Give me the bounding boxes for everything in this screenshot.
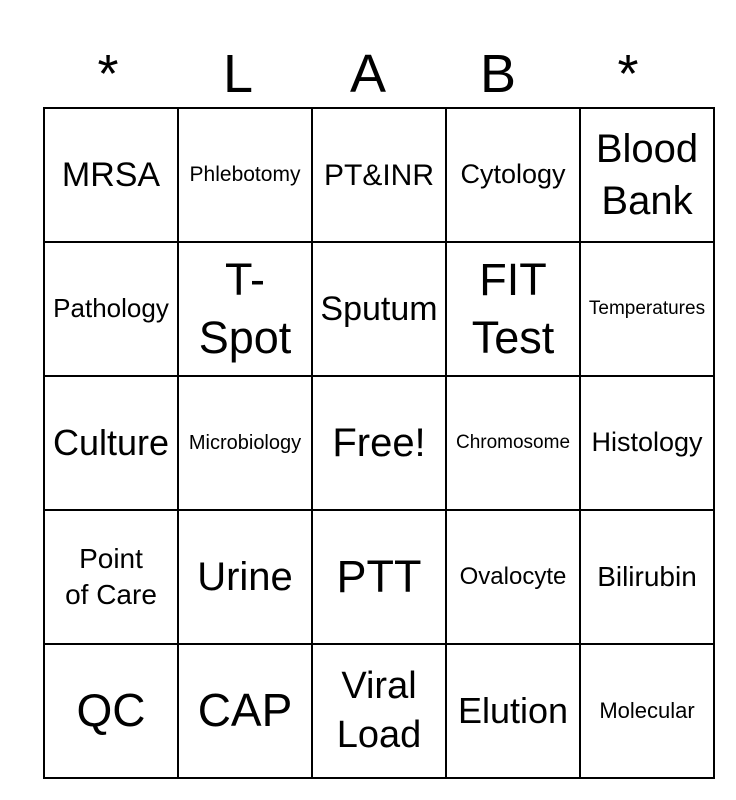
bingo-cell[interactable]: Molecular — [579, 643, 715, 779]
cell-label: Molecular — [599, 697, 695, 723]
cell-label: Pathology — [53, 293, 169, 324]
cell-label: T-Spot — [198, 253, 292, 364]
bingo-cell[interactable]: Pathology — [43, 241, 179, 377]
cell-label: Cytology — [460, 159, 566, 190]
bingo-row: Pathology T-Spot Sputum FIT Test Tempera… — [43, 241, 715, 377]
cell-label: Microbiology — [188, 432, 302, 454]
cell-label: QC — [76, 684, 146, 737]
cell-label: Sputum — [320, 289, 438, 328]
bingo-cell[interactable]: T-Spot — [177, 241, 313, 377]
cell-label: Urine — [197, 555, 293, 599]
bingo-cell[interactable]: MRSA — [43, 107, 179, 243]
bingo-cell[interactable]: Ovalocyte — [445, 509, 581, 645]
cell-label: Point of Care — [65, 542, 157, 610]
cell-label: PTT — [336, 550, 422, 602]
bingo-cell[interactable]: Elution — [445, 643, 581, 779]
bingo-cell[interactable]: Microbiology — [177, 375, 313, 511]
bingo-row: MRSA Phlebotomy PT&INR Cytology Blood Ba… — [43, 107, 715, 243]
bingo-cell[interactable]: PT&INR — [311, 107, 447, 243]
bingo-cell[interactable]: Culture — [43, 375, 179, 511]
cell-label: Chromosome — [455, 431, 571, 453]
free-space-cell[interactable]: Free! — [311, 375, 447, 511]
cell-label: Culture — [52, 421, 170, 463]
bingo-cell[interactable]: CAP — [177, 643, 313, 779]
bingo-row: QC CAP Viral Load Elution Molecular — [43, 643, 715, 779]
cell-label: Bilirubin — [597, 560, 697, 592]
bingo-row: Culture Microbiology Free! Chromosome Hi… — [43, 375, 715, 511]
cell-label: Histology — [591, 427, 703, 458]
title-star-left: * — [97, 44, 119, 104]
title-letter-a: A — [349, 44, 387, 104]
cell-label: Elution — [457, 689, 569, 731]
bingo-cell[interactable]: Chromosome — [445, 375, 581, 511]
cell-label: FIT Test — [471, 253, 555, 364]
cell-label: Temperatures — [588, 297, 706, 319]
title-letter-b: B — [479, 44, 517, 104]
bingo-cell[interactable]: PTT — [311, 509, 447, 645]
bingo-cell[interactable]: FIT Test — [445, 241, 581, 377]
bingo-cell[interactable]: Phlebotomy — [177, 107, 313, 243]
cell-label: Free! — [332, 421, 426, 465]
cell-label: CAP — [197, 684, 293, 737]
bingo-grid: MRSA Phlebotomy PT&INR Cytology Blood Ba… — [43, 107, 715, 779]
cell-label: MRSA — [61, 155, 161, 194]
bingo-card: * L A B * MRSA Phlebotomy PT&INR Cytolog… — [43, 0, 715, 779]
bingo-cell[interactable]: Blood Bank — [579, 107, 715, 243]
cell-label: Blood Bank — [595, 127, 699, 223]
cell-label: Phlebotomy — [189, 163, 301, 187]
bingo-cell[interactable]: Viral Load — [311, 643, 447, 779]
bingo-cell[interactable]: Temperatures — [579, 241, 715, 377]
cell-label: Viral Load — [336, 664, 422, 756]
card-title: * L A B * — [43, 0, 693, 107]
bingo-cell[interactable]: QC — [43, 643, 179, 779]
bingo-cell[interactable]: Histology — [579, 375, 715, 511]
cell-label: PT&INR — [323, 158, 434, 192]
title-star-right: * — [617, 44, 639, 104]
bingo-cell[interactable]: Cytology — [445, 107, 581, 243]
bingo-cell[interactable]: Sputum — [311, 241, 447, 377]
bingo-cell[interactable]: Point of Care — [43, 509, 179, 645]
title-letter-l: L — [222, 44, 254, 104]
bingo-cell[interactable]: Urine — [177, 509, 313, 645]
bingo-cell[interactable]: Bilirubin — [579, 509, 715, 645]
cell-label: Ovalocyte — [459, 563, 567, 591]
bingo-row: Point of Care Urine PTT Ovalocyte Biliru… — [43, 509, 715, 645]
